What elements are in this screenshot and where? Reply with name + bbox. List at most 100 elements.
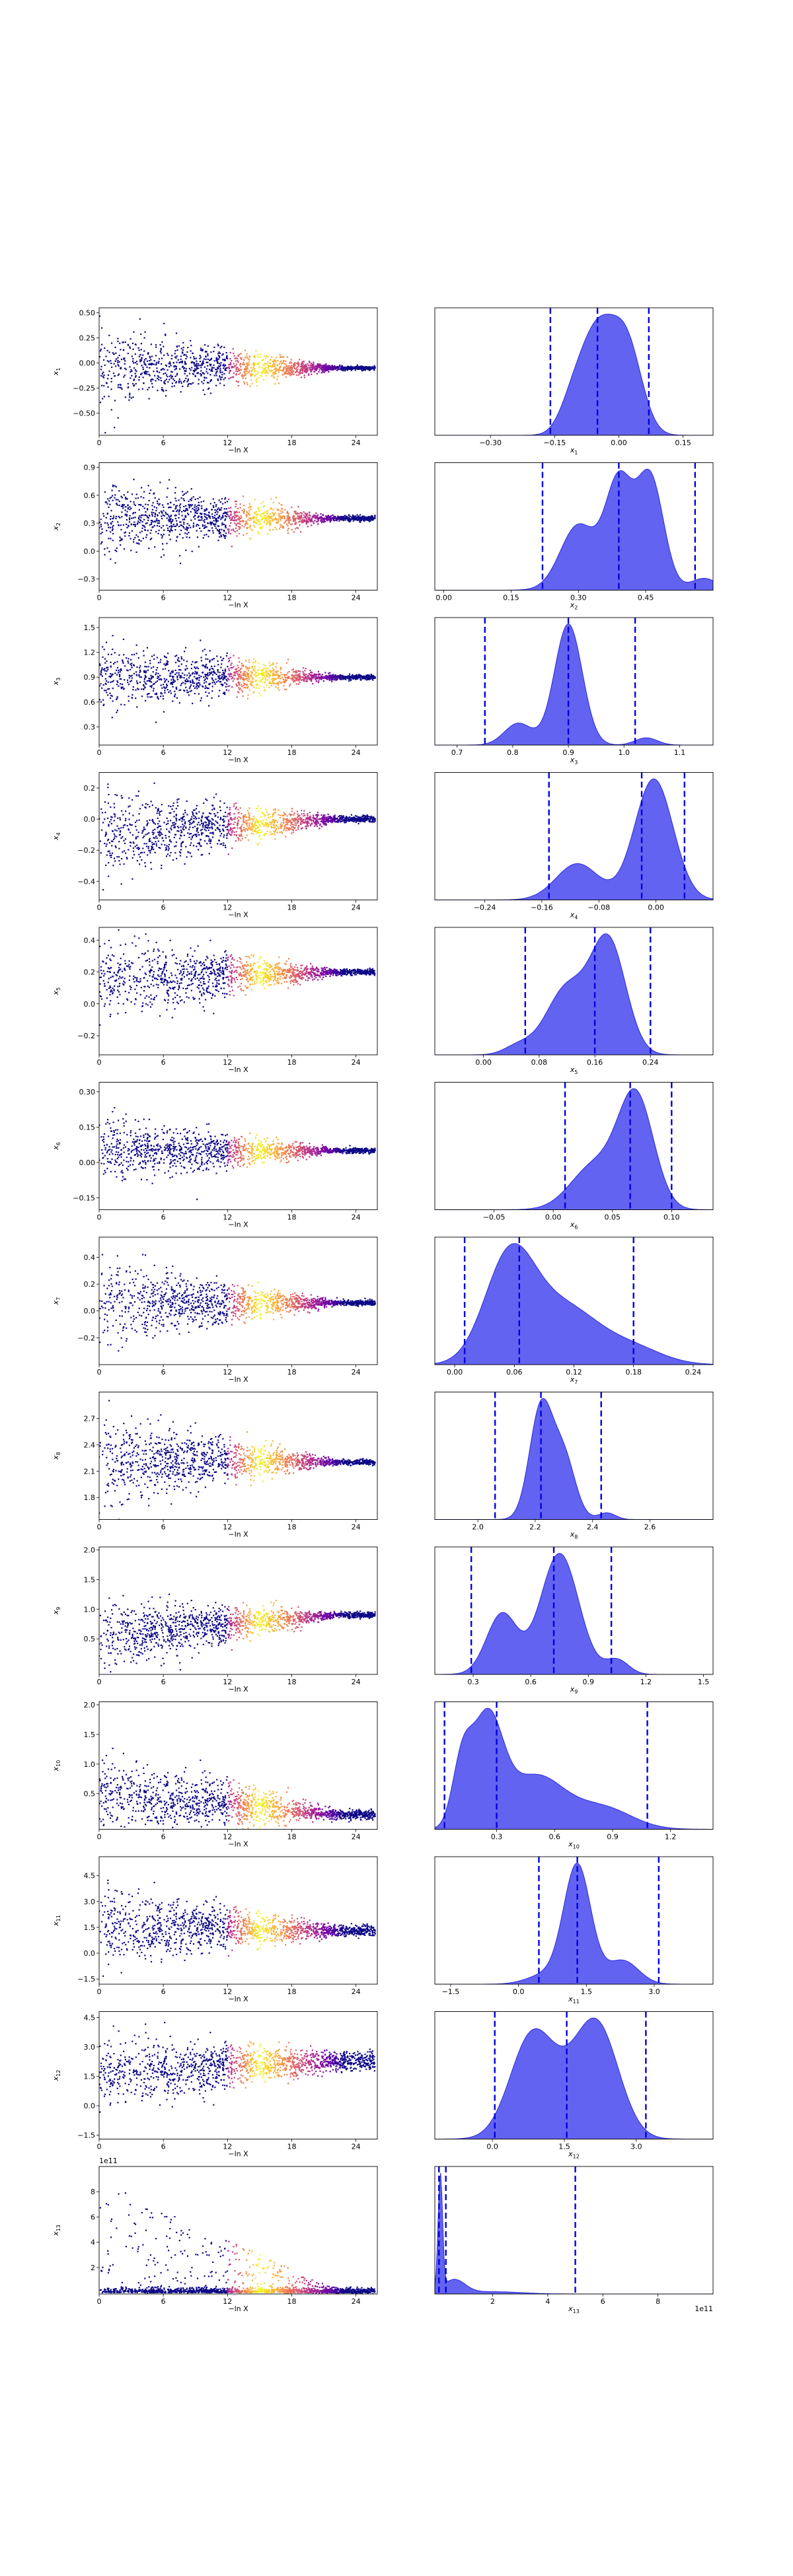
scatter-point xyxy=(302,676,304,678)
scatter-point xyxy=(197,504,199,507)
scatter-point xyxy=(363,515,365,517)
scatter-point xyxy=(130,538,132,540)
scatter-point xyxy=(139,519,141,521)
scatter-point xyxy=(195,357,197,359)
scatter-panel-x4: 0 6 12 18 240.20.0−0.2−0.4−ln X xyxy=(77,772,378,919)
density-x-tick-label: 0.9 xyxy=(562,748,574,757)
scatter-point xyxy=(134,373,136,375)
scatter-point xyxy=(190,369,192,371)
scatter-point xyxy=(344,367,346,369)
scatter-point xyxy=(290,374,293,376)
scatter-point xyxy=(211,677,213,679)
scatter-point xyxy=(149,492,151,494)
scatter-point xyxy=(204,519,206,520)
scatter-point xyxy=(128,517,131,519)
scatter-point xyxy=(201,816,203,818)
scatter-point xyxy=(199,684,201,686)
scatter-point xyxy=(182,537,184,539)
density-x-axis-label: x1 xyxy=(570,446,578,456)
scatter-point xyxy=(153,506,155,508)
scatter-point xyxy=(273,682,275,685)
scatter-point xyxy=(266,668,269,670)
scatter-point xyxy=(269,529,271,531)
scatter-point xyxy=(252,681,254,683)
scatter-point xyxy=(226,652,228,654)
scatter-point xyxy=(139,671,141,673)
scatter-point xyxy=(283,515,285,517)
scatter-point xyxy=(112,635,114,637)
scatter-point xyxy=(246,511,248,513)
scatter-point xyxy=(112,528,114,530)
scatter-point xyxy=(215,520,217,522)
scatter-point xyxy=(323,676,325,678)
scatter-point xyxy=(255,380,257,382)
scatter-point xyxy=(273,513,275,515)
scatter-point xyxy=(254,522,256,524)
scatter-point xyxy=(332,820,334,823)
scatter-point xyxy=(160,696,162,698)
scatter-point xyxy=(221,536,223,538)
scatter-point xyxy=(234,519,236,522)
scatter-point xyxy=(246,678,248,680)
scatter-point xyxy=(256,378,258,380)
scatter-point xyxy=(141,696,143,698)
scatter-point xyxy=(114,375,116,377)
scatter-point xyxy=(325,517,328,519)
scatter-point xyxy=(241,690,243,692)
scatter-point xyxy=(252,517,254,519)
scatter-point xyxy=(185,363,187,365)
scatter-point xyxy=(143,670,145,672)
scatter-point xyxy=(225,826,227,828)
scatter-point xyxy=(285,368,287,370)
scatter-point xyxy=(309,369,311,371)
scatter-point xyxy=(373,517,375,519)
scatter-point xyxy=(243,674,245,676)
scatter-point xyxy=(233,363,235,365)
scatter-point xyxy=(143,491,145,493)
scatter-point xyxy=(214,511,216,514)
scatter-point xyxy=(202,537,204,539)
scatter-point xyxy=(157,677,159,679)
scatter-point xyxy=(252,518,254,520)
scatter-point xyxy=(248,673,250,675)
scatter-point xyxy=(361,519,364,520)
scatter-point xyxy=(182,347,184,349)
scatter-point xyxy=(222,534,224,536)
scatter-point xyxy=(262,669,264,671)
scatter-point xyxy=(368,518,370,520)
scatter-point xyxy=(233,517,236,519)
scatter-point xyxy=(348,367,350,369)
scatter-point xyxy=(315,517,317,519)
scatter-point xyxy=(347,676,349,678)
scatter-point xyxy=(248,677,250,679)
scatter-point xyxy=(301,370,303,372)
scatter-point xyxy=(176,346,178,348)
scatter-point xyxy=(351,519,353,520)
scatter-point xyxy=(135,674,137,676)
scatter-point xyxy=(143,650,145,652)
scatter-point xyxy=(263,378,265,381)
scatter-point xyxy=(181,362,183,364)
scatter-point xyxy=(111,366,113,369)
scatter-point xyxy=(174,375,176,377)
scatter-point xyxy=(239,682,241,684)
scatter-point xyxy=(207,358,209,360)
scatter-point xyxy=(125,369,127,371)
scatter-point xyxy=(179,555,181,557)
scatter-point xyxy=(228,515,230,517)
scatter-point xyxy=(151,520,153,522)
scatter-point xyxy=(127,491,129,493)
scatter-point xyxy=(238,816,240,818)
density-area-x3 xyxy=(435,624,713,746)
scatter-point xyxy=(295,511,297,513)
scatter-point xyxy=(209,503,211,505)
scatter-point xyxy=(219,532,221,534)
scatter-point xyxy=(197,497,199,500)
scatter-point xyxy=(121,686,123,688)
scatter-point xyxy=(209,668,211,670)
scatter-point xyxy=(178,499,180,501)
scatter-point xyxy=(226,835,228,837)
scatter-point xyxy=(164,690,166,692)
scatter-point xyxy=(243,511,245,513)
scatter-point xyxy=(284,678,286,681)
